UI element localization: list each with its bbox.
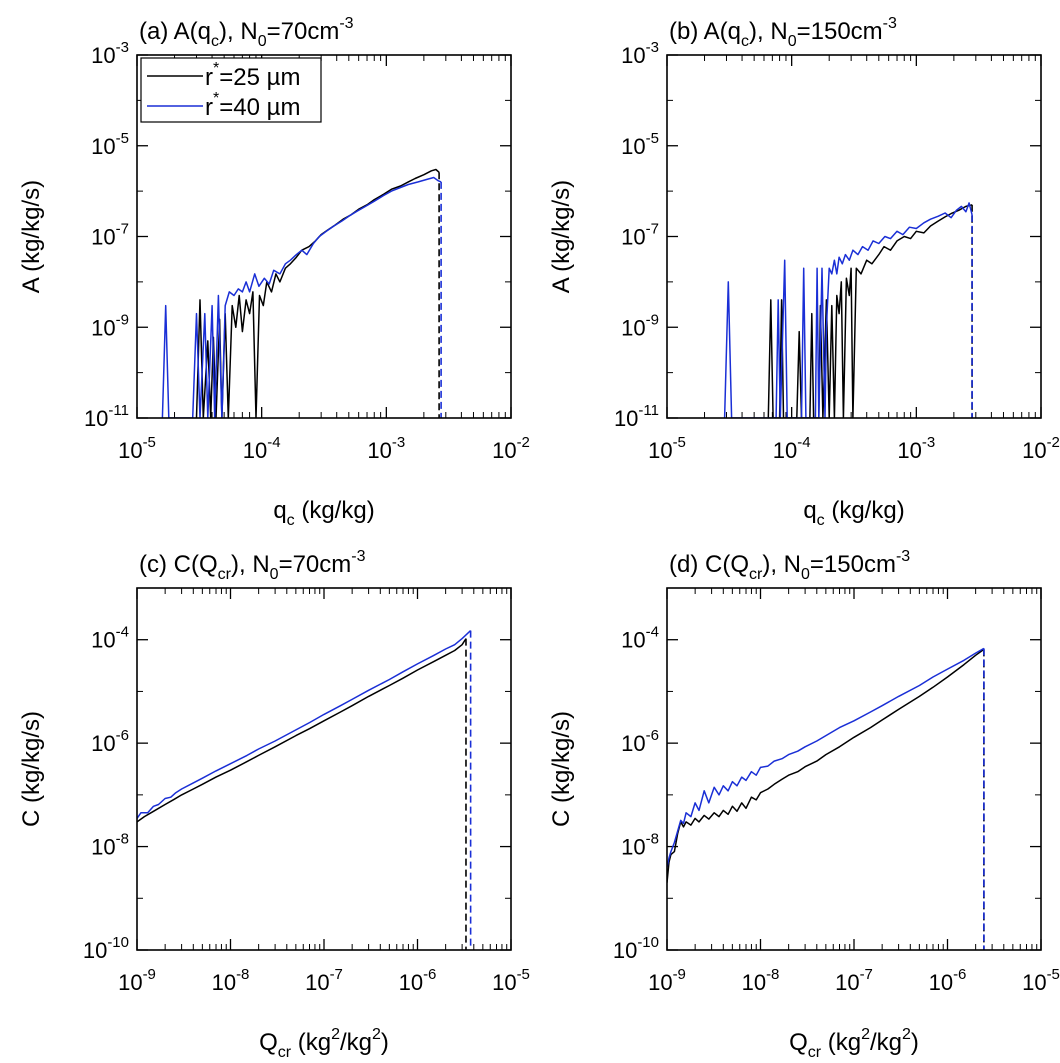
x-tick-label: 10-9 [648,966,686,995]
x-tick-label: 10-5 [648,434,686,463]
legend-label: r*=40 µm [205,90,300,121]
x-tick-label: 10-2 [1022,434,1060,463]
x-tick-label: 10-3 [367,434,405,463]
series-line-1 [137,630,472,819]
y-axis-label: C (kg/kg/s) [548,711,575,827]
legend-box [140,57,322,123]
panel-title: (d) C(Qcr), N0=150cm-3 [669,548,910,583]
y-tick-label: 10-8 [621,831,659,860]
x-tick-label: 10-5 [492,966,530,995]
series-line-0 [767,204,973,418]
x-axis-label: qc (kg/kg) [273,497,374,529]
panel-c: 10-9 10-8 10-7 10-6 10-5 10-10 10-8 10-6 10-4 (c)… [18,548,530,1061]
x-tick-label: 10-6 [399,966,437,995]
plot-frame [666,587,1042,951]
y-axis-label: A (kg/kg/s) [548,180,575,293]
x-tick-label: 10-7 [305,966,343,995]
y-tick-label: 10-10 [83,934,129,963]
x-axis-label: qc (kg/kg) [803,497,904,529]
x-tick-label: 10-9 [118,966,156,995]
y-tick-label: 10-9 [621,311,659,340]
y-tick-label: 10-11 [84,402,129,431]
x-tick-label: 10-8 [212,966,250,995]
y-tick-label: 10-7 [91,221,129,250]
x-tick-label: 10-5 [1022,966,1060,995]
plot-frame [136,54,512,419]
x-axis-label: Qcr (kg2/kg2) [259,1026,389,1058]
x-axis-label: Qcr (kg2/kg2) [789,1026,919,1058]
series-line-0 [137,638,467,823]
y-tick-label: 10-8 [91,831,129,860]
panel-a: 10-5 10-4 10-3 10-2 10-11 10-9 10-7 10-5 10-3 (a)… [18,15,530,529]
panel-title: (c) C(Qcr), N0=70cm-3 [139,548,366,583]
y-tick-label: 10-6 [91,727,129,756]
legend: r*=25 µmr*=40 µm [140,57,322,123]
x-tick-label: 10-5 [118,434,156,463]
y-tick-label: 10-11 [614,402,659,431]
y-tick-label: 10-5 [91,130,129,159]
y-tick-label: 10-9 [91,311,129,340]
panel-title: (a) A(qc), N0=70cm-3 [139,15,354,50]
y-tick-label: 10-4 [91,624,129,653]
panel-title: (b) A(qc), N0=150cm-3 [669,15,897,50]
x-tick-label: 10-3 [897,434,935,463]
x-tick-label: 10-4 [243,434,281,463]
y-tick-label: 10-3 [91,39,129,68]
x-tick-label: 10-8 [742,966,780,995]
y-tick-label: 10-3 [621,39,659,68]
series-line-0 [667,648,985,883]
y-tick-label: 10-4 [621,624,659,653]
y-axis-label: C (kg/kg/s) [18,711,45,827]
panel-d: 10-9 10-8 10-7 10-6 10-5 10-10 10-8 10-6 10-4 (d)… [548,548,1060,1061]
series-line-1 [723,202,973,418]
y-tick-label: 10-10 [613,934,659,963]
series-line-1 [161,176,442,418]
x-tick-label: 10-4 [773,434,811,463]
y-tick-label: 10-5 [621,130,659,159]
y-axis-label: A (kg/kg/s) [18,180,45,293]
series-line-1 [667,647,985,868]
plot-frame [136,587,512,951]
y-tick-label: 10-7 [621,221,659,250]
panel-b: 10-5 10-4 10-3 10-2 10-11 10-9 10-7 10-5 10-3 (b)… [548,15,1060,529]
x-tick-label: 10-6 [929,966,967,995]
x-tick-label: 10-2 [492,434,530,463]
y-tick-label: 10-6 [621,727,659,756]
plot-frame [666,54,1042,419]
x-tick-label: 10-7 [835,966,873,995]
legend-label: r*=25 µm [205,60,300,91]
